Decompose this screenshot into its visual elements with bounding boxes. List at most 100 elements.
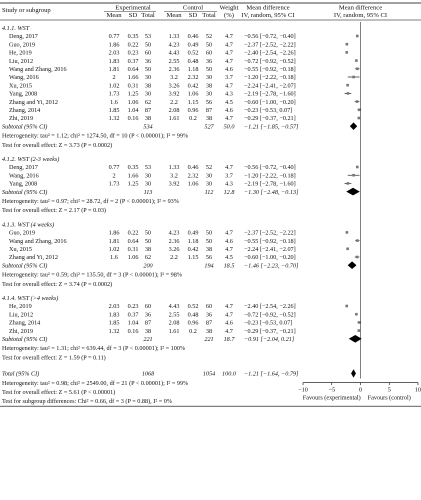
total-weight: 100.0: [222, 371, 237, 378]
exp-mean: 2.03: [109, 303, 120, 310]
exp-sd: 1.06: [128, 99, 139, 106]
overall-effect-text: Test for overall effect: Z = 1.59 (P = 0…: [2, 354, 106, 361]
subtotal-exp-total: 221: [143, 336, 152, 343]
md-ci-value: −0.56 [−0.72, −0.40]: [244, 33, 296, 40]
ctl-total: 50: [206, 41, 212, 48]
study-name: Liu, 2012: [9, 311, 33, 318]
exp-mean: 1.81: [109, 238, 120, 245]
header-weight-unit: (%): [224, 12, 234, 19]
md-ci-value: −0.29 [−0.37, −0.21]: [244, 115, 296, 122]
ctl-mean: 4.43: [169, 303, 180, 310]
header-md-plot: Mean difference: [339, 5, 382, 12]
header-sd-ctl: SD: [189, 12, 198, 19]
exp-sd: 1.06: [128, 254, 139, 261]
header-experimental: Experimental: [115, 5, 151, 12]
subtotal-weight: 12.8: [224, 189, 236, 196]
exp-sd: 0.16: [128, 328, 139, 335]
ctl-total: 87: [206, 320, 212, 327]
weight-value: 4.6: [225, 107, 233, 114]
header-sd-exp: SD: [129, 12, 138, 19]
header-weight: Weight: [220, 5, 239, 12]
exp-sd: 0.64: [128, 238, 139, 245]
ctl-mean: 2.55: [169, 58, 180, 65]
subgroup-title: 4.1.4. WST (>4 weeks): [2, 295, 58, 302]
study-name: Zhang and Yi, 2012: [9, 99, 58, 106]
exp-mean: 1.32: [109, 115, 120, 122]
exp-sd: 1.04: [128, 320, 139, 327]
ctl-total: 30: [206, 91, 212, 98]
exp-total: 50: [145, 230, 151, 237]
md-ci-value: −0.23 [−0.53, 0.07]: [244, 107, 292, 114]
md-ci-value: −0.56 [−0.72, −0.40]: [244, 164, 296, 171]
exp-mean: 1.6: [110, 254, 118, 261]
ctl-sd: 1.06: [188, 91, 199, 98]
ctl-mean: 2.08: [169, 320, 180, 327]
ctl-mean: 3.2: [170, 74, 178, 81]
ctl-total: 38: [206, 115, 212, 122]
ctl-total: 56: [206, 254, 212, 261]
ctl-total: 52: [206, 164, 212, 171]
subtotal-ci: −1.46 [−2.23, −0.70]: [244, 262, 299, 269]
study-point-marker: [356, 239, 359, 242]
ctl-total: 87: [206, 107, 212, 114]
header-md-ci-method: IV, random, 95% CI: [241, 12, 294, 19]
exp-total: 50: [145, 41, 151, 48]
study-name: Zhi, 2019: [9, 328, 33, 335]
study-name: Xu, 2015: [9, 246, 32, 253]
study-name: Yang, 2008: [9, 181, 37, 188]
study-name: Wang, 2016: [9, 74, 39, 81]
header-md-ci: Mean difference: [246, 5, 289, 12]
md-ci-value: −0.72 [−0.92, −0.52]: [244, 311, 296, 318]
subtotal-weight: 50.0: [224, 123, 236, 130]
x-tick-label: 0: [359, 387, 362, 394]
study-point-marker: [355, 34, 359, 38]
overall-effect-text: Test for overall effect: Z = 2.17 (P = 0…: [2, 207, 106, 214]
subgroup-title: 4.1.2. WST (2-3 weeks): [2, 156, 59, 163]
exp-total: 30: [145, 181, 151, 188]
ctl-sd: 0.96: [188, 320, 199, 327]
subtotal-diamond: [348, 335, 362, 343]
study-point-marker: [345, 42, 349, 46]
exp-sd: 0.35: [128, 33, 139, 40]
ctl-sd: 0.48: [188, 58, 199, 65]
subgroup-title: 4.1.1. WST: [2, 25, 30, 32]
study-point-marker: [345, 231, 349, 234]
study-point-marker: [346, 92, 350, 95]
subtotal-diamond: [347, 261, 357, 269]
study-point-marker: [346, 247, 349, 251]
exp-total: 50: [145, 238, 151, 245]
exp-sd: 1.25: [128, 181, 139, 188]
ctl-sd: 0.42: [188, 246, 199, 253]
subtotal-ci: −1.21 [−1.85, −0.57]: [244, 123, 299, 130]
md-ci-value: −2.40 [−2.54, −2.26]: [244, 303, 296, 310]
study-point-marker: [345, 51, 348, 54]
ctl-sd: 0.48: [188, 311, 199, 318]
exp-total: 60: [145, 50, 151, 57]
ctl-mean: 3.2: [170, 172, 178, 179]
total-label: Total (95% CI): [2, 371, 39, 378]
subtotal-label: Subtotal (95% CI): [2, 123, 47, 130]
md-ci-value: −0.72 [−0.92, −0.52]: [244, 58, 296, 65]
study-point-marker: [357, 329, 361, 332]
header-md-plot-method: IV, random, 95% CI: [334, 12, 387, 19]
study-name: Xu, 2015: [9, 82, 32, 89]
ctl-mean: 1.33: [169, 164, 180, 171]
ctl-mean: 1.61: [169, 328, 180, 335]
subtotal-label: Subtotal (95% CI): [2, 189, 47, 196]
md-ci-value: −0.60 [−1.00, −0.20]: [244, 99, 296, 106]
study-point-marker: [346, 83, 349, 87]
total-overall-effect: Test for overall effect: Z = 5.61 (P < 0…: [2, 389, 115, 396]
md-ci-value: −2.24 [−2.41, −2.07]: [244, 246, 296, 253]
x-tick-label: 5: [388, 387, 391, 394]
overall-effect-text: Test for overall effect: Z = 3.73 (P = 0…: [2, 142, 112, 149]
study-name: Guo, 2019: [9, 230, 35, 237]
study-name: Zhi, 2019: [9, 115, 33, 122]
study-name: Wang and Zhang, 2016: [9, 66, 67, 73]
exp-total: 62: [145, 254, 151, 261]
exp-sd: 0.35: [128, 164, 139, 171]
subgroup-title: 4.1.3. WST (4 weeks): [2, 221, 54, 228]
ctl-total: 38: [206, 328, 212, 335]
weight-value: 4.6: [225, 320, 233, 327]
subtotal-ctl-total: 221: [204, 336, 213, 343]
ctl-total: 36: [206, 58, 212, 65]
